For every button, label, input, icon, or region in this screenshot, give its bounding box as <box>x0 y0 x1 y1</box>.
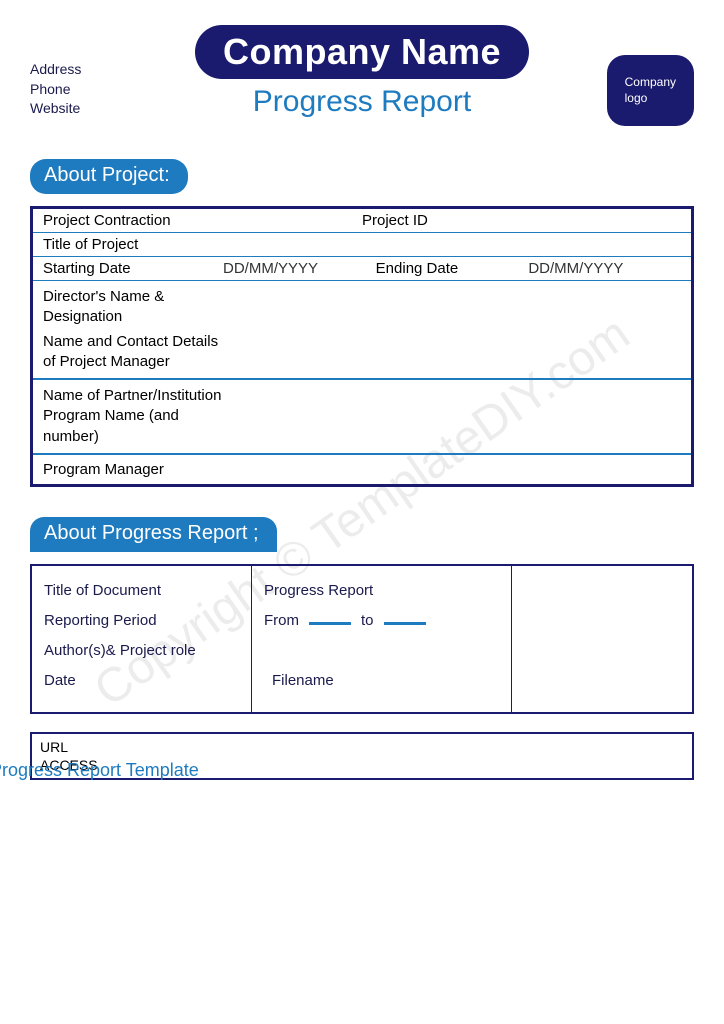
project-id-label: Project ID <box>362 212 681 229</box>
project-title-label: Title of Project <box>43 236 681 253</box>
contact-info: Address Phone Website <box>30 60 81 119</box>
report-values-column: Progress Report From to Filename <box>252 566 512 712</box>
row-title: Title of Project <box>33 233 691 257</box>
program-manager-label: Program Manager <box>43 461 681 478</box>
end-date-placeholder[interactable]: DD/MM/YYYY <box>528 260 681 277</box>
to-label: to <box>361 606 374 636</box>
website-label: Website <box>30 99 81 119</box>
doc-title-label: Title of Document <box>44 576 239 606</box>
date-label: Date <box>44 666 239 696</box>
footer-template-name: Progress Report Template <box>0 760 654 781</box>
doc-type-value: Progress Report <box>264 576 499 606</box>
logo-placeholder: Companylogo <box>607 55 694 126</box>
report-right-column <box>512 566 692 712</box>
from-label: From <box>264 606 299 636</box>
section-about-report-badge: About Progress Report ; <box>30 517 277 552</box>
director-pm-labels: Director's Name & Designation Name and C… <box>43 287 223 372</box>
authors-blank <box>264 636 499 666</box>
to-blank[interactable] <box>384 615 426 625</box>
url-label: URL <box>40 738 684 756</box>
project-info-table: Project Contraction Project ID Title of … <box>30 206 694 487</box>
period-line: From to <box>264 606 499 636</box>
phone-label: Phone <box>30 80 81 100</box>
company-name-pill: Company Name <box>195 25 529 79</box>
filename-value: Filename <box>264 666 499 696</box>
partner-label: Name of Partner/Institution Program Name… <box>43 386 223 447</box>
row-program-mgr: Program Manager <box>33 455 691 484</box>
report-labels-column: Title of Document Reporting Period Autho… <box>32 566 252 712</box>
header: Address Phone Website Company Name Progr… <box>30 25 694 119</box>
row-partner: Name of Partner/Institution Program Name… <box>33 380 691 455</box>
project-contraction-label: Project Contraction <box>43 212 362 229</box>
reporting-period-label: Reporting Period <box>44 606 239 636</box>
report-subtitle: Progress Report <box>195 85 529 119</box>
from-blank[interactable] <box>309 615 351 625</box>
logo-text: Companylogo <box>625 75 676 105</box>
director-label: Director's Name & Designation <box>43 287 223 328</box>
start-date-label: Starting Date <box>43 260 223 277</box>
end-date-label: Ending Date <box>376 260 529 277</box>
row-contraction: Project Contraction Project ID <box>33 209 691 233</box>
address-label: Address <box>30 60 81 80</box>
row-director-pm: Director's Name & Designation Name and C… <box>33 281 691 380</box>
title-block: Company Name Progress Report <box>195 25 529 119</box>
authors-label: Author(s)& Project role <box>44 636 239 666</box>
pm-contact-label: Name and Contact Details of Project Mana… <box>43 332 223 373</box>
row-dates: Starting Date DD/MM/YYYY Ending Date DD/… <box>33 257 691 281</box>
start-date-placeholder[interactable]: DD/MM/YYYY <box>223 260 376 277</box>
section-about-project-badge: About Project: <box>30 159 188 194</box>
report-info-table: Title of Document Reporting Period Autho… <box>30 564 694 714</box>
